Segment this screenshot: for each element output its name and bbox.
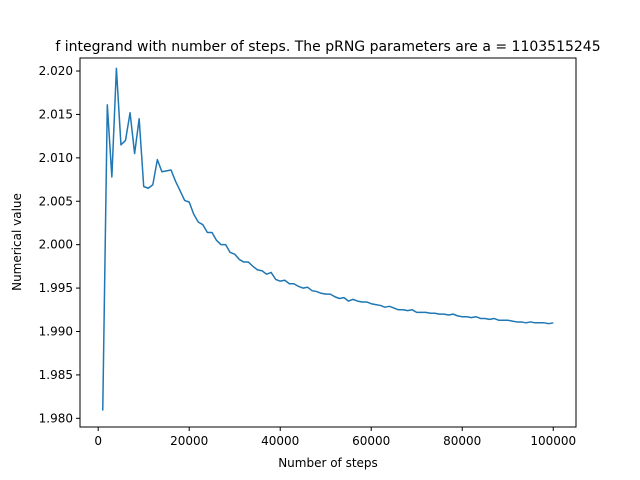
- y-tick-label: 2.010: [39, 151, 73, 165]
- y-axis-ticks: 1.980 1.985 1.990 1.995 2.000 2.005 2.010 2.015…: [39, 64, 80, 425]
- x-axis-label: Number of steps: [278, 456, 378, 470]
- chart-title: f integrand with number of steps. The pR…: [55, 39, 600, 55]
- y-tick-label: 2.000: [39, 238, 73, 252]
- series-line-0: [102, 67, 554, 411]
- y-tick-label: 1.980: [39, 411, 73, 425]
- y-tick-label: 2.005: [39, 194, 73, 208]
- plot-area: [102, 67, 554, 411]
- x-tick-label: 80000: [443, 434, 481, 448]
- x-axis-ticks: 0 20000 40000 60000 80000 100000: [94, 427, 576, 448]
- x-tick-label: 100000: [530, 434, 576, 448]
- y-axis-label: Numerical value: [10, 193, 24, 291]
- axes-frame: [79, 57, 577, 428]
- x-tick-label: 20000: [170, 434, 208, 448]
- y-tick-label: 1.995: [39, 281, 73, 295]
- y-tick-label: 2.015: [39, 107, 73, 121]
- x-tick-label: 60000: [352, 434, 390, 448]
- y-tick-label: 1.990: [39, 324, 73, 338]
- x-tick-label: 0: [94, 434, 102, 448]
- y-tick-label: 2.020: [39, 64, 73, 78]
- x-tick-label: 40000: [261, 434, 299, 448]
- y-tick-label: 1.985: [39, 368, 73, 382]
